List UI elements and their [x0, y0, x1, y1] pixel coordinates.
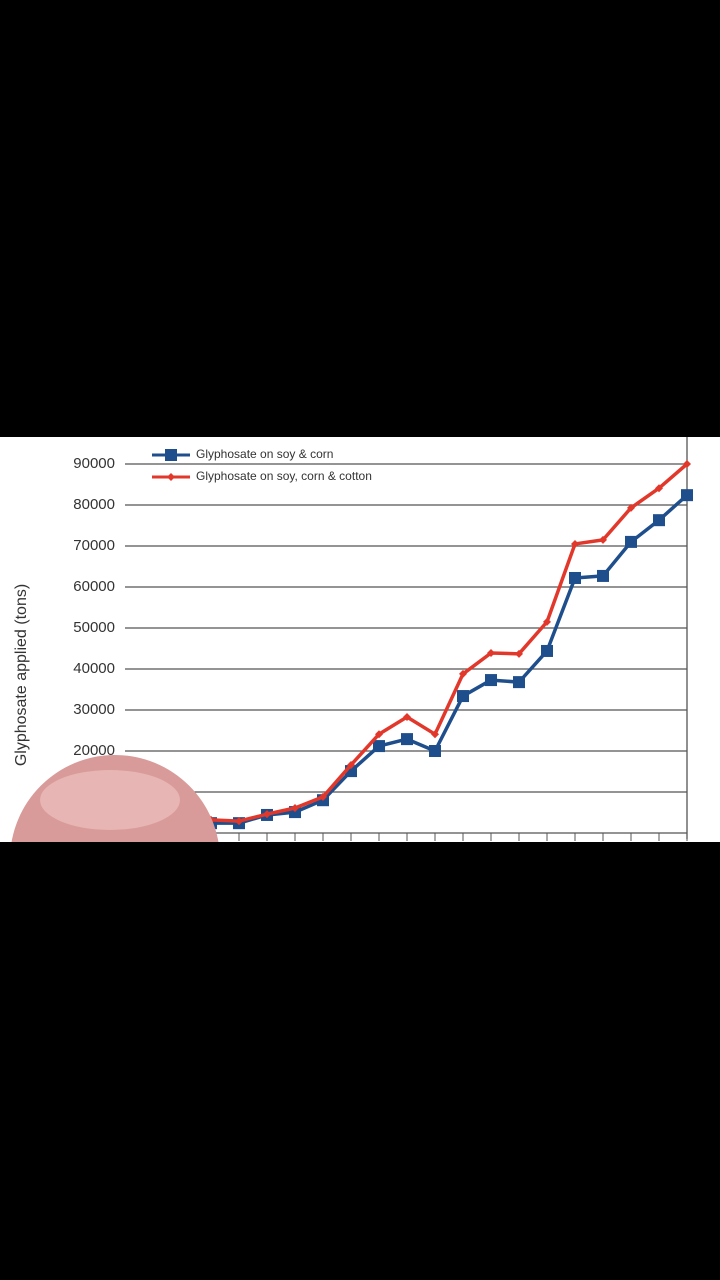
y-tick-label: 50000 [73, 619, 115, 636]
point [165, 449, 177, 461]
point [487, 649, 495, 658]
point [235, 817, 243, 826]
point [625, 535, 637, 548]
point [373, 740, 385, 753]
point [319, 792, 327, 801]
head-highlight [40, 770, 180, 830]
point [291, 803, 299, 812]
point [263, 810, 271, 819]
legend-label: Glyphosate on soy & corn [196, 447, 333, 461]
y-tick-label: 40000 [73, 660, 115, 677]
point [167, 473, 175, 481]
point [375, 730, 383, 739]
point [653, 514, 665, 527]
legend-label: Glyphosate on soy, corn & cotton [196, 469, 372, 483]
point [627, 503, 635, 512]
point [569, 571, 581, 584]
point [655, 484, 663, 493]
series-line [210, 462, 689, 823]
point [681, 489, 693, 502]
point [515, 649, 523, 658]
y-tick-label: 90000 [73, 455, 115, 472]
point [457, 690, 469, 703]
y-tick-label: 20000 [73, 742, 115, 759]
y-tick-label: 60000 [73, 578, 115, 595]
y-tick-label: 80000 [73, 496, 115, 513]
point [459, 669, 467, 678]
point [599, 535, 607, 544]
point [543, 617, 551, 626]
plot: 1000020000300004000050000600007000080000… [11, 437, 693, 842]
point [431, 730, 439, 739]
point [513, 676, 525, 689]
point [571, 539, 579, 548]
point [597, 569, 609, 582]
point [683, 460, 691, 468]
point [401, 733, 413, 746]
point [541, 644, 553, 657]
point [485, 674, 497, 687]
y-axis-label: Glyphosate applied (tons) [13, 584, 30, 766]
y-tick-label: 70000 [73, 537, 115, 554]
point [347, 760, 355, 769]
point [403, 712, 411, 721]
point [429, 745, 441, 757]
y-tick-label: 30000 [73, 701, 115, 718]
